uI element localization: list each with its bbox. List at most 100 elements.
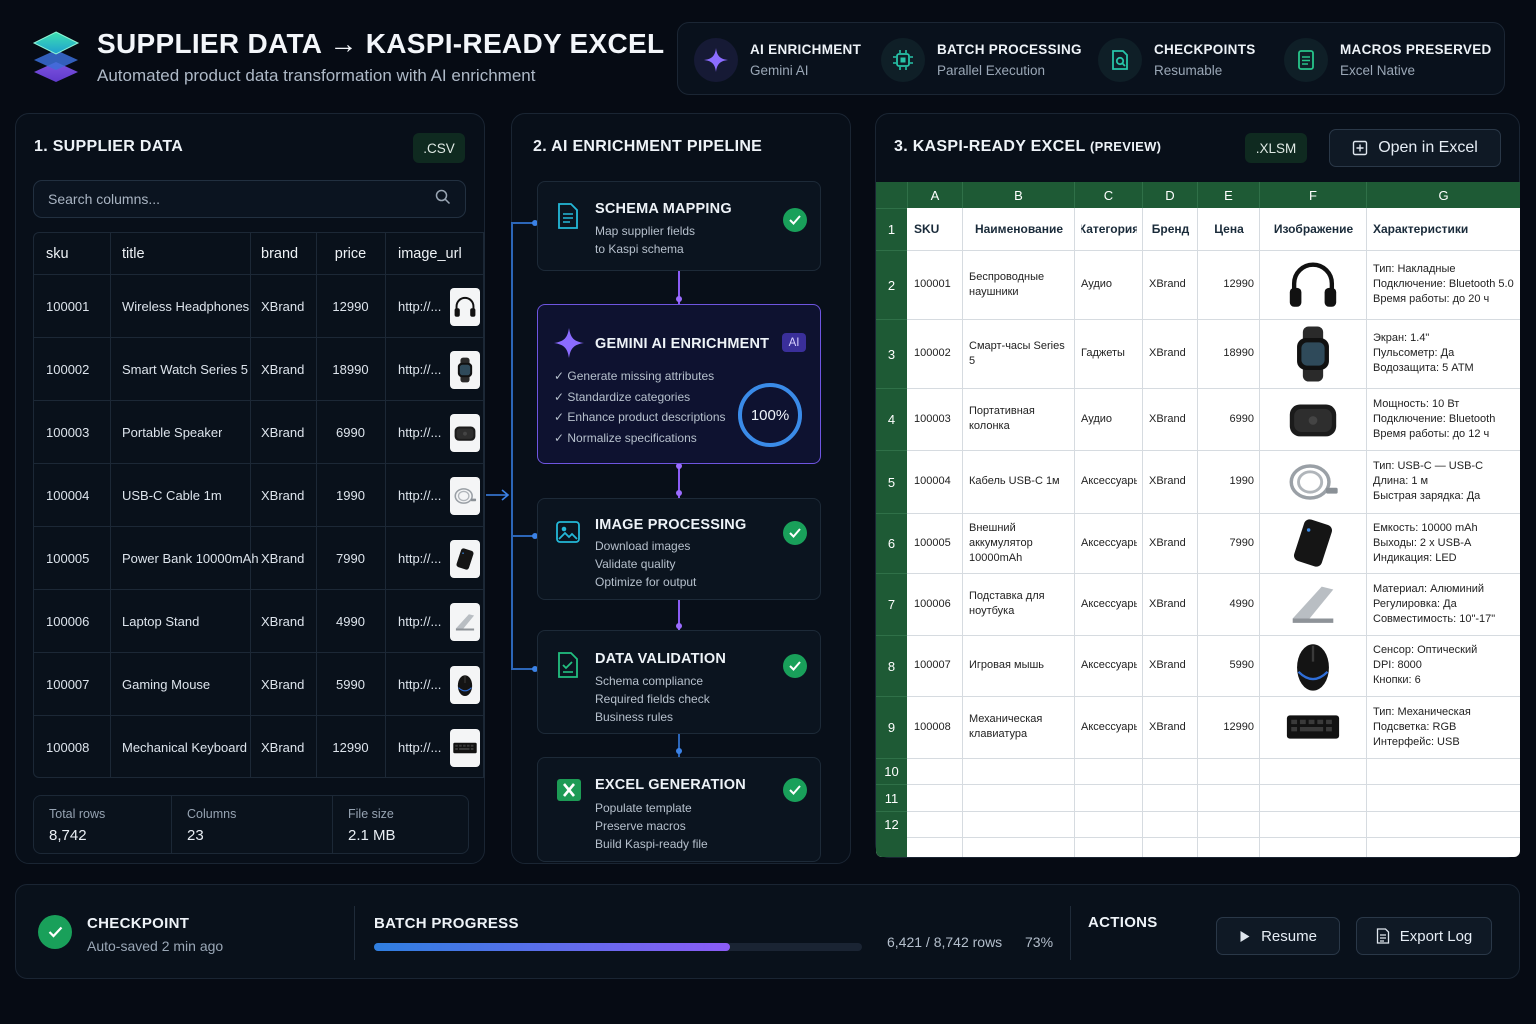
row-number[interactable]: 3 bbox=[876, 319, 907, 388]
sheet-cell-brand[interactable]: XBrand bbox=[1149, 720, 1186, 733]
sheet-cell-name[interactable]: Внешний аккумулятор 10000mAh bbox=[969, 521, 1033, 564]
sheet-header-cell[interactable]: Категория bbox=[1081, 221, 1137, 236]
export-log-button[interactable]: Export Log bbox=[1356, 917, 1492, 955]
table-row[interactable]: 100007 Gaming Mouse XBrand 5990 http://... bbox=[34, 653, 483, 716]
sheet-cell-name[interactable]: Игровая мышь bbox=[969, 659, 1045, 671]
sheet-header-cell[interactable]: Наименование bbox=[974, 221, 1064, 236]
row-number[interactable]: 5 bbox=[876, 450, 907, 513]
sheet-cell-brand[interactable]: XBrand bbox=[1149, 475, 1186, 487]
row-number[interactable]: 4 bbox=[876, 388, 907, 450]
step-excel-generation[interactable]: EXCEL GENERATION Populate template Prese… bbox=[537, 757, 821, 862]
sheet-cell-brand[interactable]: XBrand bbox=[1149, 412, 1186, 425]
sheet-cell-category[interactable]: Аудио bbox=[1081, 278, 1113, 290]
sheet-cell-price[interactable]: 18990 bbox=[1223, 347, 1254, 359]
row-number[interactable]: 7 bbox=[876, 573, 907, 635]
sheet-cell-name[interactable]: Беспроводные наушники bbox=[969, 270, 1045, 298]
row-number[interactable]: 1 bbox=[876, 208, 907, 250]
sheet-header-cell[interactable]: SKU bbox=[914, 221, 940, 236]
step-data-validation[interactable]: DATA VALIDATION Schema compliance Requir… bbox=[537, 630, 821, 734]
column-header-brand[interactable]: brand bbox=[261, 245, 299, 262]
sheet-cell-specs[interactable]: Материал: Алюминий Регулировка: Да Совмест… bbox=[1373, 573, 1518, 635]
row-number[interactable]: 8 bbox=[876, 635, 907, 696]
sheet-header-cell[interactable]: Цена bbox=[1214, 221, 1244, 236]
column-header-price[interactable]: price bbox=[334, 245, 367, 262]
sheet-cell-category[interactable]: Аксессуары bbox=[1081, 475, 1137, 487]
sheet-cell-sku[interactable]: 100004 bbox=[914, 475, 951, 487]
sheet-cell-specs[interactable]: Сенсор: Оптический DPI: 8000 Кнопки: 6 bbox=[1373, 635, 1518, 696]
sheet-header-cell[interactable]: Изображение bbox=[1273, 221, 1354, 236]
table-row[interactable]: 100008 Mechanical Keyboard XBrand 12990 http… bbox=[34, 716, 483, 777]
column-letter[interactable]: B bbox=[962, 182, 1074, 208]
column-letter[interactable]: A bbox=[907, 182, 962, 208]
column-letter[interactable]: G bbox=[1366, 182, 1520, 208]
sheet-cell-specs[interactable]: Тип: USB-C — USB-C Длина: 1 м Быстрая заря… bbox=[1373, 450, 1518, 513]
table-row[interactable]: 100006 Laptop Stand XBrand 4990 http://... bbox=[34, 590, 483, 653]
sheet-cell-price[interactable]: 1990 bbox=[1229, 475, 1254, 487]
sheet-cell-name[interactable]: Портативная колонка bbox=[969, 405, 1035, 432]
sheet-cell-name[interactable]: Смарт-часы Series 5 bbox=[969, 339, 1065, 367]
column-header-sku[interactable]: sku bbox=[46, 245, 69, 262]
row-number[interactable]: 11 bbox=[876, 784, 907, 811]
sheet-cell-name[interactable]: Механическая клавиатура bbox=[969, 713, 1043, 740]
table-row[interactable]: 100005 Power Bank 10000mAh XBrand 7990 http:… bbox=[34, 527, 483, 590]
sheet-cell-brand[interactable]: XBrand bbox=[1149, 536, 1186, 549]
sheet-cell-category[interactable]: Аксессуары bbox=[1081, 659, 1137, 671]
sheet-cell-name[interactable]: Кабель USB-C 1м bbox=[969, 475, 1060, 487]
table-row[interactable]: 100001 Wireless Headphones XBrand 12990 http… bbox=[34, 275, 483, 338]
row-number[interactable]: 6 bbox=[876, 513, 907, 573]
sheet-cell-price[interactable]: 7990 bbox=[1229, 536, 1254, 549]
step-image-processing[interactable]: IMAGE PROCESSING Download images Validat… bbox=[537, 498, 821, 600]
row-number[interactable]: 10 bbox=[876, 758, 907, 784]
search-input[interactable] bbox=[48, 191, 408, 207]
sheet-cell-sku[interactable]: 100003 bbox=[914, 412, 951, 425]
sheet-cell-category[interactable]: Аксессуары bbox=[1081, 597, 1137, 610]
sheet-cell-sku[interactable]: 100008 bbox=[914, 720, 951, 733]
column-header-title[interactable]: title bbox=[122, 245, 145, 262]
sheet-cell-price[interactable]: 4990 bbox=[1229, 597, 1254, 610]
table-row[interactable]: 100002 Smart Watch Series 5 XBrand 18990 htt… bbox=[34, 338, 483, 401]
sheet-cell-category[interactable]: Гаджеты bbox=[1081, 347, 1125, 359]
sheet-cell-sku[interactable]: 100007 bbox=[914, 659, 951, 671]
cell-title: Power Bank 10000mAh bbox=[122, 550, 259, 566]
sheet-cell-specs[interactable]: Тип: Накладные Подключение: Bluetooth 5.0… bbox=[1373, 250, 1518, 319]
sheet-cell-sku[interactable]: 100006 bbox=[914, 597, 951, 610]
sheet-cell-sku[interactable]: 100001 bbox=[914, 278, 951, 290]
column-letter[interactable]: E bbox=[1197, 182, 1259, 208]
sheet-cell-brand[interactable]: XBrand bbox=[1149, 659, 1186, 671]
sheet-cell-price[interactable]: 12990 bbox=[1223, 278, 1254, 290]
open-in-excel-button[interactable]: Open in Excel bbox=[1329, 129, 1501, 167]
sheet-cell-category[interactable]: Аксессуары bbox=[1081, 720, 1137, 733]
sheet-cell-category[interactable]: Аксессуары bbox=[1081, 536, 1137, 549]
sheet-cell-name[interactable]: Подставка для ноутбука bbox=[969, 590, 1045, 617]
resume-button[interactable]: Resume bbox=[1216, 917, 1340, 955]
checkpoint-icon bbox=[1098, 37, 1142, 82]
column-letter[interactable]: F bbox=[1259, 182, 1366, 208]
sheet-cell-price[interactable]: 12990 bbox=[1223, 720, 1254, 733]
row-number[interactable]: 12 bbox=[876, 811, 907, 837]
sheet-cell-price[interactable]: 6990 bbox=[1229, 412, 1254, 425]
sheet-cell-brand[interactable]: XBrand bbox=[1149, 597, 1186, 610]
sheet-cell-specs[interactable]: Емкость: 10000 mAh Выходы: 2 x USB-A Индик… bbox=[1373, 513, 1518, 573]
sheet-cell-sku[interactable]: 100002 bbox=[914, 347, 951, 359]
table-row[interactable]: 100004 USB-C Cable 1m XBrand 1990 http://... bbox=[34, 464, 483, 527]
step-schema-mapping[interactable]: SCHEMA MAPPING Map supplier fields to Ka… bbox=[537, 181, 821, 271]
sheet-cell-sku[interactable]: 100005 bbox=[914, 536, 951, 549]
column-letter[interactable]: D bbox=[1142, 182, 1197, 208]
row-number[interactable]: 9 bbox=[876, 696, 907, 758]
sheet-cell-category[interactable]: Аудио bbox=[1081, 412, 1113, 425]
sheet-cell-price[interactable]: 5990 bbox=[1229, 659, 1254, 671]
column-header-image-url[interactable]: image_url bbox=[398, 245, 462, 262]
step-gemini-ai-enrichment[interactable]: GEMINI AI ENRICHMENT AI ✓ Generate missi… bbox=[537, 304, 821, 464]
spec-line: Водозащита: 5 ATM bbox=[1373, 362, 1474, 374]
row-number[interactable]: 2 bbox=[876, 250, 907, 319]
sheet-cell-brand[interactable]: XBrand bbox=[1149, 347, 1186, 359]
sheet-cell-specs[interactable]: Экран: 1.4" Пульсометр: Да Водозащита: 5 A… bbox=[1373, 319, 1518, 388]
sheet-cell-brand[interactable]: XBrand bbox=[1149, 278, 1186, 290]
search-icon[interactable] bbox=[435, 189, 451, 210]
sheet-header-cell[interactable]: Бренд bbox=[1151, 221, 1190, 236]
sheet-header-cell[interactable]: Характеристики bbox=[1373, 221, 1469, 236]
sheet-cell-specs[interactable]: Тип: Механическая Подсветка: RGB Интерфейс… bbox=[1373, 696, 1518, 758]
column-letter[interactable]: C bbox=[1074, 182, 1142, 208]
table-row[interactable]: 100003 Portable Speaker XBrand 6990 http://.… bbox=[34, 401, 483, 464]
sheet-cell-specs[interactable]: Мощность: 10 Вт Подключение: Bluetooth Вре… bbox=[1373, 388, 1518, 450]
